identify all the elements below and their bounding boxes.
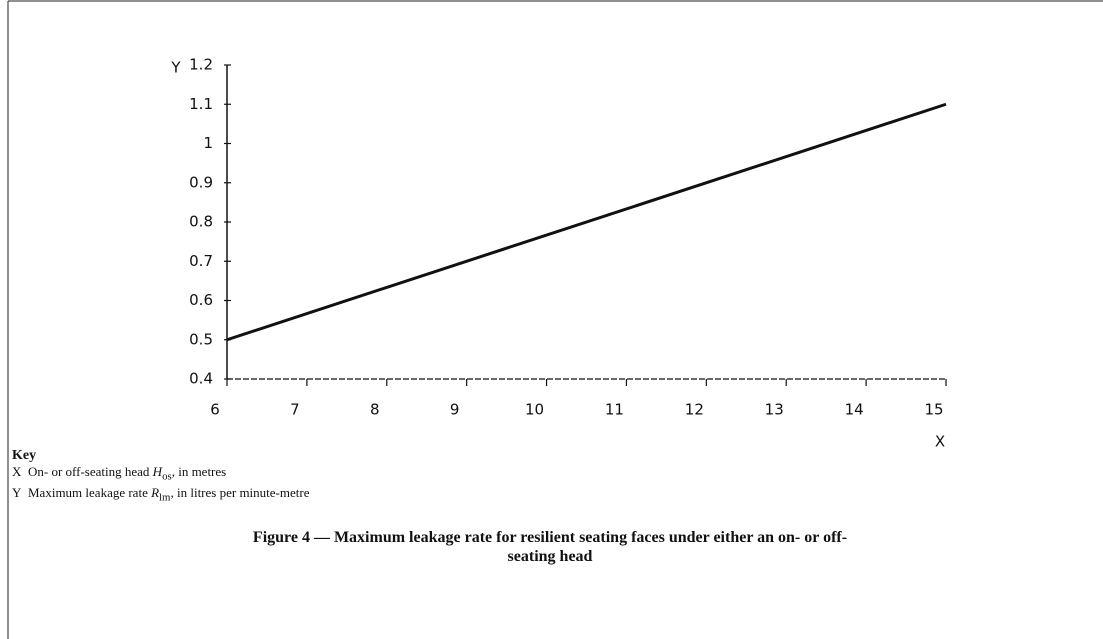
x-tick-label: 14 (845, 401, 864, 419)
y-tick-label: 1 (203, 134, 213, 152)
key-item: Y Maximum leakage rate Rlm, in litres per… (12, 485, 309, 506)
x-tick-label: 8 (370, 401, 380, 419)
y-tick-label: 0.5 (189, 330, 213, 348)
y-tick-label: 0.8 (189, 213, 213, 231)
key-text: , in litres per minute-metre (170, 484, 310, 500)
x-tick-label: 6 (210, 401, 220, 419)
y-tick-label: 1.1 (189, 95, 213, 113)
y-axis-label: Y (170, 59, 181, 77)
y-tick-label: 1.2 (189, 56, 213, 74)
x-tick-label: 9 (450, 401, 460, 419)
key-text: os (162, 470, 172, 483)
key-title: Key (12, 448, 37, 463)
x-tick-label: 12 (685, 401, 704, 419)
key-symbol: Y (12, 484, 22, 500)
key-item: X On- or off-seating head Hos, in metres (12, 464, 309, 485)
y-tick-label: 0.6 (189, 291, 213, 309)
x-tick-label: 10 (525, 401, 544, 419)
key-text: R (151, 484, 160, 500)
key: Key X On- or off-seating head Hos, in met… (12, 448, 309, 505)
key-text: H (152, 464, 163, 479)
y-tick-label: 0.4 (189, 370, 213, 388)
x-tick-label: 11 (605, 401, 624, 419)
y-tick-label: 0.9 (189, 173, 213, 191)
key-text: lm (159, 491, 171, 504)
data-line (226, 102, 947, 342)
key-text: On- or off-seating head (28, 464, 153, 479)
key-items: X On- or off-seating head Hos, in metres Y… (12, 464, 309, 505)
x-tick-label: 13 (765, 401, 784, 419)
key-text: , in metres (171, 464, 227, 479)
key-symbol: X (12, 464, 22, 479)
caption: Figure 4 — Maximum leakage rate for resi… (252, 529, 848, 565)
x-tick-label: 7 (290, 401, 300, 419)
x-axis-label: X (935, 433, 945, 451)
key-text: Maximum leakage rate (28, 484, 152, 500)
y-tick-label: 0.7 (189, 252, 213, 270)
x-tick-label: 15 (924, 401, 943, 419)
